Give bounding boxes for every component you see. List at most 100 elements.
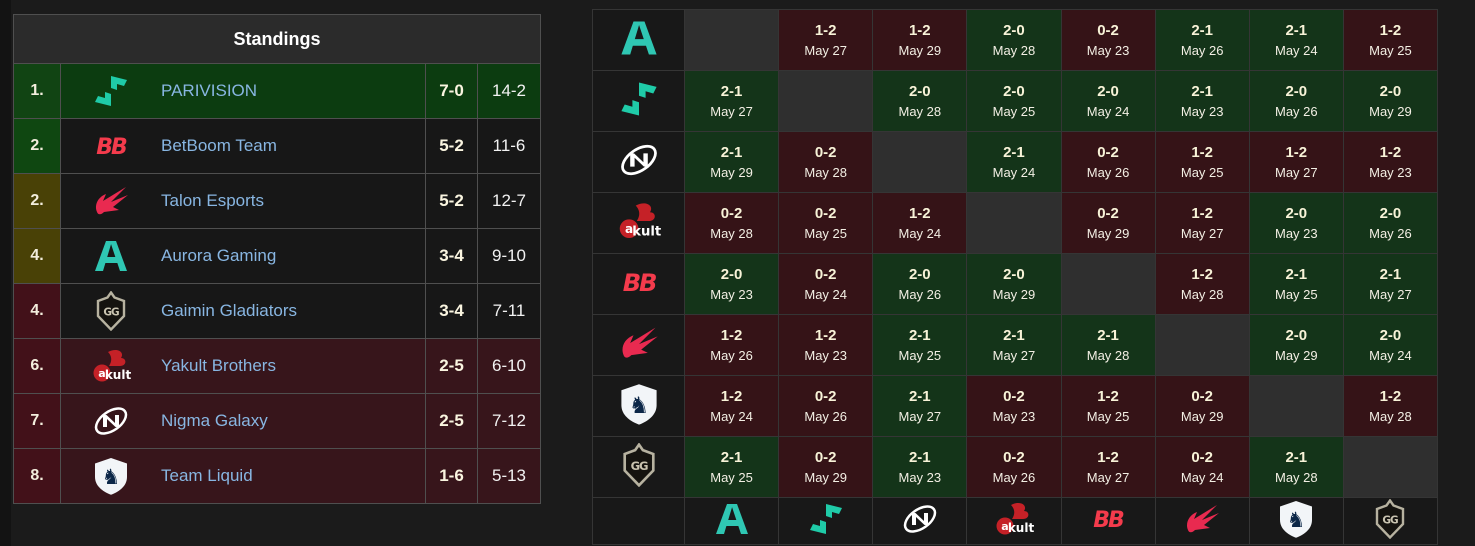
rank-cell: 4. xyxy=(13,283,61,339)
team-link-liquid[interactable]: Team Liquid xyxy=(161,466,253,485)
match-date: May 23 xyxy=(992,409,1036,424)
match-date: May 26 xyxy=(804,409,847,424)
match-score: 1-2 xyxy=(814,22,837,39)
team-cell: BetBoom Team xyxy=(60,118,426,174)
crosstable-row: 1-2 May 26 1-2 May 23 2-1 May 25 2-1 May 27 2-1 M… xyxy=(592,314,1439,376)
match-score: 0-2 xyxy=(1097,144,1119,161)
match-score: 2-1 xyxy=(1097,327,1119,344)
team-logo-link-betboom[interactable] xyxy=(69,126,153,166)
match-date: May 24 xyxy=(1180,470,1224,485)
diagonal-cell xyxy=(872,131,968,193)
match-cell: 1-2 May 27 xyxy=(1154,192,1250,254)
betboom-logo xyxy=(617,260,661,304)
match-score: 0-2 xyxy=(814,388,837,405)
match-date: May 28 xyxy=(1180,287,1224,302)
series-score: 5-2 xyxy=(425,173,478,229)
match-date: May 25 xyxy=(1086,409,1130,424)
team-logo-link-yakult[interactable] xyxy=(617,199,661,243)
match-date: May 28 xyxy=(1086,348,1130,363)
match-date: May 25 xyxy=(1180,165,1224,180)
team-cell-inner: Team Liquid xyxy=(61,456,425,496)
team-logo-link-aurora[interactable] xyxy=(712,499,752,539)
team-logo-link-gaimin[interactable] xyxy=(69,291,153,331)
match-score: 2-0 xyxy=(1003,266,1025,283)
team-logo-link-parivision[interactable] xyxy=(617,77,661,121)
team-logo-link-talon[interactable] xyxy=(1182,499,1222,539)
match-date: May 29 xyxy=(804,470,847,485)
team-logo-link-gaimin[interactable] xyxy=(1370,499,1410,539)
team-cell: Yakult Brothers xyxy=(60,338,426,394)
match-date: May 24 xyxy=(898,226,942,241)
team-logo-link-betboom[interactable] xyxy=(1088,499,1128,539)
match-cell: 2-0 May 23 xyxy=(1248,192,1344,254)
team-logo-link-betboom[interactable] xyxy=(617,260,661,304)
team-logo-link-talon[interactable] xyxy=(69,181,153,221)
match-date: May 28 xyxy=(898,104,942,119)
match-score: 2-1 xyxy=(720,144,743,161)
match-cell: 2-1 May 25 xyxy=(872,314,968,376)
team-logo-link-talon[interactable] xyxy=(617,321,661,365)
match-score: 2-1 xyxy=(908,388,931,405)
match-score: 2-1 xyxy=(908,327,931,344)
match-cell: 0-2 May 29 xyxy=(1154,375,1250,437)
series-score: 7-0 xyxy=(425,63,478,119)
team-link-betboom[interactable]: BetBoom Team xyxy=(161,136,277,155)
team-logo-link-yakult[interactable] xyxy=(69,346,153,386)
parivision-logo xyxy=(91,71,131,111)
match-score: 2-1 xyxy=(1285,266,1308,283)
team-logo-link-liquid[interactable] xyxy=(1276,499,1316,539)
team-logo-link-nigma[interactable] xyxy=(617,138,661,182)
team-logo-link-nigma[interactable] xyxy=(69,401,153,441)
crosstable-row: 2-1 May 27 2-0 May 28 2-0 May 25 2-0 May 24 2-1 M… xyxy=(592,70,1439,132)
match-score: 2-0 xyxy=(1097,83,1119,100)
match-cell: 1-2 May 23 xyxy=(778,314,874,376)
team-logo-link-gaimin[interactable] xyxy=(617,443,661,487)
team-logo-link-yakult[interactable] xyxy=(994,499,1034,539)
match-date: May 23 xyxy=(804,348,847,363)
team-link-talon[interactable]: Talon Esports xyxy=(161,191,264,210)
team-link-gaimin[interactable]: Gaimin Gladiators xyxy=(161,301,298,320)
team-logo-link-aurora[interactable] xyxy=(617,16,661,60)
yakult-logo xyxy=(91,346,131,386)
match-cell: 2-0 May 26 xyxy=(1342,192,1439,254)
match-score: 2-1 xyxy=(1191,22,1214,39)
match-cell: 1-2 May 25 xyxy=(1060,375,1156,437)
betboom-logo xyxy=(1088,499,1128,539)
team-link-nigma[interactable]: Nigma Galaxy xyxy=(161,411,268,430)
rank-cell: 8. xyxy=(13,448,61,504)
series-score: 3-4 xyxy=(425,283,478,339)
team-link-aurora[interactable]: Aurora Gaming xyxy=(161,246,277,265)
yakult-logo xyxy=(994,499,1034,539)
match-score: 2-0 xyxy=(1379,327,1402,344)
match-date: May 28 xyxy=(804,165,847,180)
match-cell: 1-2 May 25 xyxy=(1342,9,1439,71)
standings-row: 1. PARIVISION 7-0 14-2 xyxy=(13,63,542,119)
team-logo-link-nigma[interactable] xyxy=(900,499,940,539)
match-score: 0-2 xyxy=(1003,388,1025,405)
match-cell: 2-1 May 29 xyxy=(683,131,780,193)
team-logo-link-aurora[interactable] xyxy=(69,236,153,276)
team-logo-link-liquid[interactable] xyxy=(617,382,661,426)
team-link-parivision[interactable]: PARIVISION xyxy=(161,81,258,100)
match-cell: 1-2 May 28 xyxy=(1342,375,1439,437)
match-score: 1-2 xyxy=(908,205,931,222)
diagonal-cell xyxy=(683,9,780,71)
match-score: 2-1 xyxy=(1285,22,1308,39)
team-link-yakult[interactable]: Yakult Brothers xyxy=(161,356,276,375)
col-team-cell xyxy=(1248,497,1344,545)
team-logo-link-parivision[interactable] xyxy=(806,499,846,539)
match-score: 1-2 xyxy=(1097,449,1119,466)
match-cell: 1-2 May 25 xyxy=(1154,131,1250,193)
match-score: 1-2 xyxy=(1097,388,1119,405)
rank-cell: 1. xyxy=(13,63,61,119)
match-score: 1-2 xyxy=(1191,266,1214,283)
team-logo-link-liquid[interactable] xyxy=(69,456,153,496)
talon-logo xyxy=(1182,499,1222,539)
col-team-cell xyxy=(1342,497,1439,545)
gaimin-logo xyxy=(617,443,661,487)
match-date: May 26 xyxy=(898,287,942,302)
match-date: May 27 xyxy=(710,104,753,119)
team-cell: Gaimin Gladiators xyxy=(60,283,426,339)
match-score: 1-2 xyxy=(720,388,743,405)
team-logo-link-parivision[interactable] xyxy=(69,71,153,111)
